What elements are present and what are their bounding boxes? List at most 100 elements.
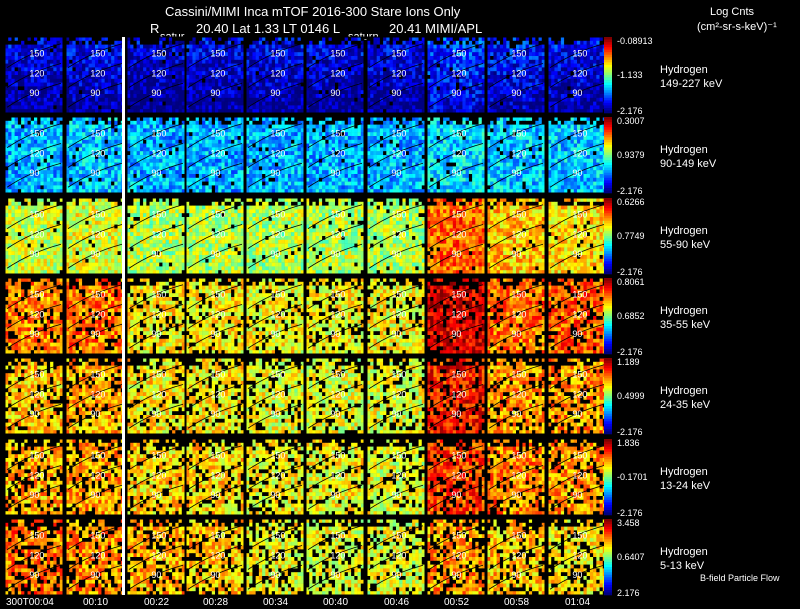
pixel <box>47 41 50 45</box>
pixel <box>118 90 121 94</box>
spectrogram-panels: 1501209015012090150120901501209015012090… <box>5 37 606 595</box>
pixel <box>199 45 202 49</box>
inca-spectrogram-figure: Cassini/MIMI Inca mTOF 2016-300 Stare Io… <box>0 0 800 609</box>
pixel <box>66 90 69 94</box>
contour-label: 120 <box>151 68 166 78</box>
pixel <box>57 86 60 90</box>
pixel <box>18 94 21 98</box>
pixel <box>76 71 79 75</box>
pixel <box>192 52 195 56</box>
pixel <box>40 102 43 106</box>
pixel <box>85 71 88 75</box>
pixel <box>118 67 121 71</box>
pixel <box>57 105 60 109</box>
pixel <box>37 37 40 41</box>
pixel <box>146 52 149 56</box>
pixel <box>175 75 178 79</box>
pixel <box>127 105 130 109</box>
pixel <box>133 67 136 71</box>
pixel <box>98 102 101 106</box>
pixel <box>105 102 108 106</box>
pixel <box>114 102 117 106</box>
pixel <box>34 64 37 68</box>
pixel <box>172 105 175 109</box>
pixel <box>85 90 88 94</box>
pixel <box>175 67 178 71</box>
pixel <box>85 60 88 64</box>
pixel <box>228 41 231 45</box>
pixel <box>8 90 11 94</box>
pixel <box>111 60 114 64</box>
pixel <box>44 64 47 68</box>
pixel <box>133 79 136 83</box>
pixel <box>79 67 82 71</box>
pixel <box>5 83 8 87</box>
pixel <box>108 102 111 106</box>
pixel <box>101 102 104 106</box>
pixel <box>95 37 98 41</box>
pixel <box>186 48 189 52</box>
pixel <box>156 41 159 45</box>
pixel <box>179 86 182 90</box>
pixel <box>47 75 50 79</box>
pixel <box>172 48 175 52</box>
pixel <box>215 37 218 41</box>
pixel <box>150 64 153 68</box>
orbit-r-label: R <box>150 21 159 36</box>
pixel <box>50 52 53 56</box>
pixel <box>8 48 11 52</box>
pixel <box>95 41 98 45</box>
pixel <box>98 64 101 68</box>
pixel <box>72 75 75 79</box>
pixel <box>159 37 162 41</box>
pixel <box>47 52 50 56</box>
pixel <box>69 37 72 41</box>
pixel <box>162 60 165 64</box>
pixel <box>127 48 130 52</box>
pixel <box>146 86 149 90</box>
pixel <box>11 48 14 52</box>
pixel <box>175 90 178 94</box>
pixel <box>137 45 140 49</box>
pixel <box>47 94 50 98</box>
pixel <box>11 45 14 49</box>
pixel <box>66 98 69 102</box>
pixel <box>85 86 88 90</box>
pixel <box>21 83 24 87</box>
contour-label: 120 <box>90 68 105 78</box>
pixel <box>92 98 95 102</box>
pixel <box>169 71 172 75</box>
units-label-line1: Log Cnts <box>710 6 755 18</box>
pixel <box>18 48 21 52</box>
pixel <box>24 41 27 45</box>
pixel <box>101 37 104 41</box>
pixel <box>8 37 11 41</box>
pixel <box>111 71 114 75</box>
pixel <box>153 105 156 109</box>
pixel <box>50 94 53 98</box>
pixel <box>114 71 117 75</box>
pixel <box>111 48 114 52</box>
pixel <box>53 41 56 45</box>
pixel <box>79 71 82 75</box>
pixel <box>98 83 101 87</box>
pixel <box>143 71 146 75</box>
pixel <box>24 45 27 49</box>
panel-r0-c0: 15012090 <box>5 37 63 113</box>
pixel <box>111 41 114 45</box>
pixel <box>24 64 27 68</box>
pixel <box>114 90 117 94</box>
contour-label: 90 <box>29 88 39 98</box>
pixel <box>34 79 37 83</box>
pixel <box>18 90 21 94</box>
pixel <box>76 37 79 41</box>
pixel <box>140 67 143 71</box>
pixel <box>156 105 159 109</box>
pixel <box>40 94 43 98</box>
pixel <box>66 52 69 56</box>
pixel <box>66 56 69 60</box>
pixel <box>18 52 21 56</box>
pixel <box>69 94 72 98</box>
pixel <box>79 86 82 90</box>
pixel <box>186 41 189 45</box>
